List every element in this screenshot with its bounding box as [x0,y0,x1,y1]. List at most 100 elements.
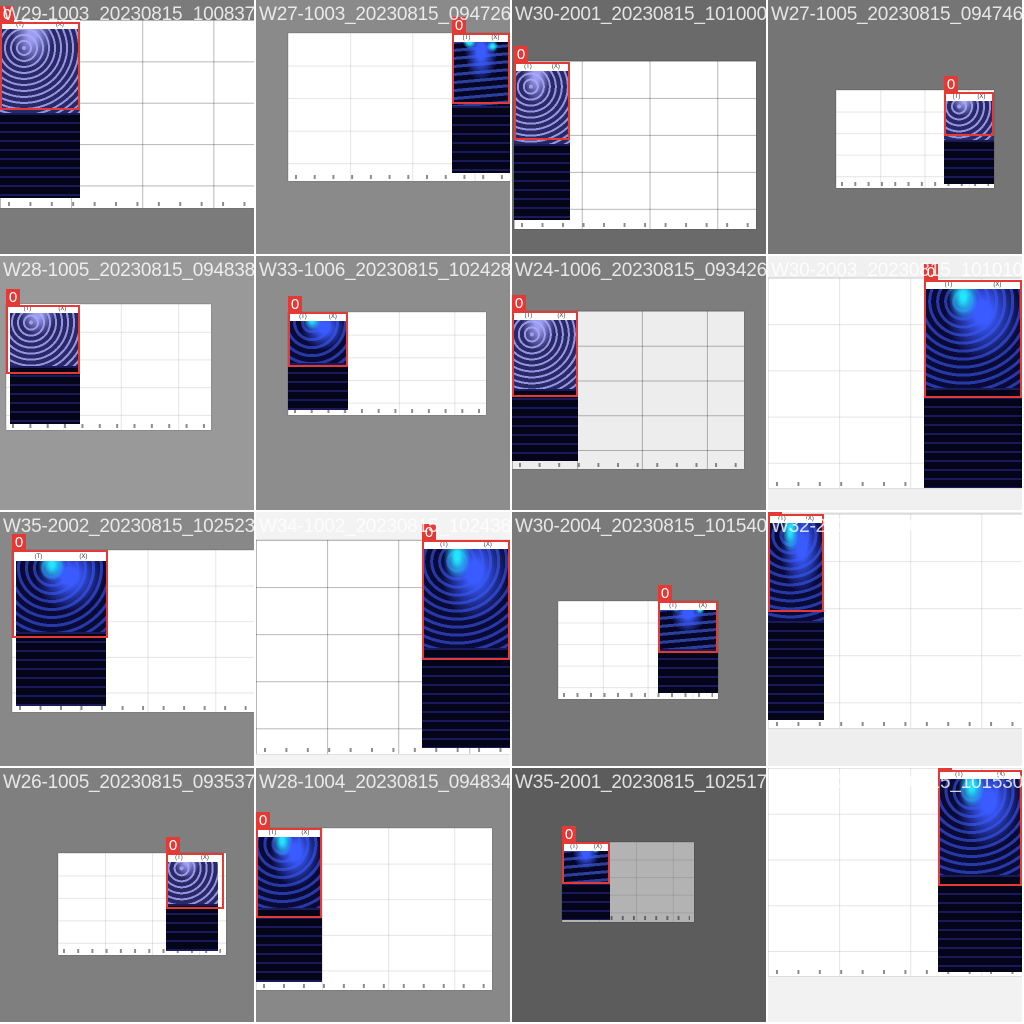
scan-header: (T) (X) [924,280,1022,289]
detection-class-label: 0 [166,837,180,854]
scan-strip: (T) (X) [16,552,106,706]
scan-header-label: (T) [955,771,963,778]
scan-strip: (T) (X) [512,311,578,461]
scan-header-label: (T) [23,305,32,312]
scan-bright-region [0,20,80,113]
scan-bright-region [514,62,570,145]
scan-header: (T) (X) [16,552,106,561]
scan-header-label: (X) [557,312,566,319]
scan-header-label: (T) [944,281,953,288]
scan-bright-region [10,304,80,367]
scan-header: (T) (X) [10,304,80,313]
scan-bright-region [452,33,510,106]
tile-filename: W32-2001_20230815_102241.png [771,516,1022,537]
scan-header-label: (X) [805,515,814,522]
scan-dark-region [0,112,80,198]
scan-dark-region [562,882,610,920]
image-tile: (T) (X) 0 W33-1006_20230815_102428.png [256,256,510,510]
scan-bright-region [422,540,510,649]
scan-header-label: (T) [268,829,277,836]
scan-bright-region [924,280,1022,389]
scan-header: (T) (X) [452,33,510,42]
scan-header-label: (X) [79,553,88,560]
scan-header: (T) (X) [562,842,610,851]
detection-box: 0 [422,524,510,660]
scan-header-label: (T) [462,34,471,41]
scan-header: (T) (X) [0,20,80,29]
image-tile: (T) (X) 0W32-2001_20230815_102241.png [768,512,1022,766]
detection-box: 0 [938,768,1022,886]
scan-dark-region [512,389,578,461]
detection-class-label: 0 [944,76,958,93]
scan-header-label: (X) [551,63,560,70]
scan-strip: (T) (X) [514,62,570,220]
detection-box: 0 [514,46,570,140]
tile-filename: W28-1004_20230815_094834.png [259,772,510,793]
scan-strip: (T) (X) [658,601,718,693]
scan-dark-region [452,105,510,173]
axis-ticks [19,706,247,710]
detection-box: 0 [944,76,994,136]
scan-bright-region [256,828,322,909]
scan-header: (T) (X) [944,92,994,101]
detection-box: 0 [6,289,80,374]
axis-ticks [263,748,503,752]
scan-header: (T) (X) [512,311,578,320]
scan-header-label: (X) [698,602,707,609]
detection-class-label: 0 [924,264,938,281]
axis-ticks [775,482,1015,486]
tile-filename: W27-1003_20230815_094726.png [259,4,510,25]
detection-class-label: 0 [938,768,952,771]
scan-header-label: (X) [301,829,310,836]
scan-header: (T) (X) [256,828,322,837]
scan-header-label: (X) [328,313,337,320]
detection-class-label: 0 [768,512,782,515]
scan-dark-region [10,366,80,424]
scan-header-label: (T) [570,843,578,850]
detection-class-label: 0 [422,524,436,541]
image-tile: (T) (X) 0 W24-1006_20230815_093426.png [512,256,766,510]
image-tile: (T) (X) 0 W27-1005_20230815_094746.png [768,0,1022,254]
scan-header-label: (T) [440,541,448,548]
detection-class-label: 0 [0,6,14,23]
scan-bright-region [768,514,824,622]
scan-header-label: (X) [996,771,1005,778]
tile-filename: W27-1005_20230815_094746.png [771,4,1022,25]
scan-dark-region [166,903,218,951]
tile-filename: W33-1006_20230815_102428.png [259,260,510,281]
scan-header-label: (T) [175,854,183,861]
tile-filename: W30-2005_20230815_101530.png [771,772,1022,793]
axis-ticks [293,409,481,413]
tile-filename: W35-2002_20230815_102523.png [3,516,254,537]
scan-strip: (T) (X) [166,853,218,951]
detection-class-label: 0 [658,585,672,602]
scan-header-label: (T) [524,63,532,70]
scan-header-label: (T) [778,515,786,522]
scan-header: (T) (X) [658,601,718,610]
scan-strip: (T) (X) [944,92,994,184]
scan-dark-region [514,144,570,220]
scan-header-label: (X) [200,854,209,861]
scan-header-label: (X) [593,843,602,850]
scan-dark-region [422,648,510,748]
scan-strip: (T) (X) [288,312,348,410]
axis-ticks [775,970,1015,974]
scan-header: (T) (X) [422,540,510,549]
scan-strip: (T) (X) [938,770,1022,972]
scan-strip: (T) (X) [562,842,610,920]
axis-ticks [263,984,485,988]
image-tile: (T) (X) 0 W30-2001_20230815_101000.png [512,0,766,254]
detection-box: 0 [288,296,348,367]
scan-dark-region [288,362,348,410]
axis-ticks [294,175,504,179]
detection-class-label: 0 [288,296,302,313]
scan-dark-region [256,908,322,982]
detection-box: 0 [658,585,718,653]
scan-header: (T) (X) [514,62,570,71]
axis-ticks [518,463,738,467]
